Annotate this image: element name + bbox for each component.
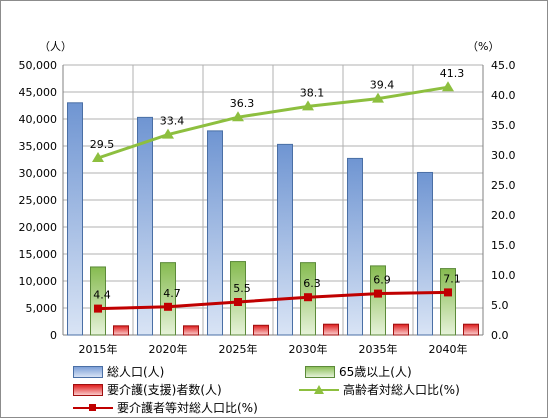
y-right-tick-label: 20.0: [491, 209, 516, 222]
elderly-ratio-point: [162, 128, 174, 139]
care-ratio-point: [444, 288, 452, 297]
care-ratio-data-label: 5.5: [233, 282, 251, 295]
y-right-tick-label: 0.0: [491, 329, 509, 342]
bar-care-recipients: [323, 323, 339, 336]
legend-marker-elderly-ratio: [299, 384, 339, 395]
chart-plot: 0 5,000 10,000 15,000 20,000 25,000 30,000 35,0…: [19, 40, 516, 356]
legend-item-total-population: 総人口(人): [73, 363, 164, 380]
bar-total-population: [137, 116, 153, 336]
y-left-tick-label: 50,000: [19, 59, 58, 72]
bar-care-recipients: [463, 323, 479, 336]
bar-care-recipients: [113, 325, 129, 336]
y-right-tick-label: 40.0: [491, 89, 516, 102]
y-left-tick-label: 10,000: [19, 275, 58, 288]
legend-label-total-population: 総人口(人): [107, 365, 165, 379]
x-tick-label: 2015年: [79, 342, 118, 356]
legend-swatch-65plus: [305, 365, 335, 378]
care-ratio-data-label: 4.4: [93, 289, 111, 302]
x-tick-label: 2035年: [359, 342, 398, 356]
x-tick-label: 2040年: [429, 342, 468, 356]
y-right-tick-label: 30.0: [491, 149, 516, 162]
y-left-tick-label: 35,000: [19, 140, 58, 153]
care-ratio-line: [97, 290, 449, 311]
x-tick-label: 2030年: [289, 342, 328, 356]
legend-item-care-ratio: 要介護者等対総人口比(%): [73, 399, 258, 416]
bar-care-recipients: [393, 323, 409, 336]
y-left-tick-label: 0: [50, 329, 57, 342]
legend-label-care-ratio: 要介護者等対総人口比(%): [117, 401, 258, 415]
care-ratio-point: [304, 293, 312, 302]
legend-item-care-recipients: 要介護(支援)者数(人): [73, 381, 222, 398]
elderly-ratio-point: [232, 111, 244, 122]
bar-total-population: [207, 130, 223, 336]
elderly-ratio-data-label: 29.5: [90, 138, 115, 151]
care-ratio-point: [234, 298, 242, 306]
bar-65plus: [370, 265, 386, 336]
y-right-tick-label: 45.0: [491, 59, 516, 72]
y-left-tick-label: 20,000: [19, 221, 58, 234]
elderly-ratio-point: [442, 81, 454, 92]
x-tick-label: 2025年: [219, 342, 258, 356]
bar-65plus: [160, 262, 176, 336]
legend-item-elderly-ratio: 高齢者対総人口比(%): [299, 381, 460, 398]
bar-total-population: [277, 143, 293, 336]
elderly-ratio-point: [372, 92, 384, 103]
x-tick-label: 2020年: [149, 342, 188, 356]
y-right-tick-label: 15.0: [491, 239, 516, 252]
legend-label-elderly-ratio: 高齢者対総人口比(%): [343, 383, 460, 397]
elderly-ratio-point: [92, 152, 104, 162]
legend-swatch-total-population: [73, 365, 103, 378]
y-left-tick-label: 45,000: [19, 86, 58, 99]
bar-65plus: [440, 268, 456, 336]
y-right-tick-label: 35.0: [491, 119, 516, 132]
elderly-ratio-line: [97, 85, 449, 160]
elderly-ratio-data-label: 33.4: [160, 115, 185, 128]
y-left-unit: （人）: [39, 40, 72, 53]
y-left-tick-label: 5,000: [26, 302, 58, 315]
y-right-unit: （%）: [467, 40, 499, 53]
legend-item-65plus: 65歳以上(人): [305, 363, 412, 380]
legend-label-care-recipients: 要介護(支援)者数(人): [107, 383, 222, 397]
elderly-ratio-data-label: 36.3: [230, 97, 255, 110]
care-ratio-point: [374, 289, 382, 298]
legend-marker-care-ratio: [73, 403, 113, 413]
legend-label-65plus: 65歳以上(人): [339, 365, 412, 379]
elderly-ratio-data-label: 41.3: [440, 67, 465, 80]
y-left-tick-label: 25,000: [19, 194, 58, 207]
y-left-tick-label: 30,000: [19, 167, 58, 180]
bar-care-recipients: [253, 324, 269, 336]
y-right-tick-label: 5.0: [491, 299, 509, 312]
bar-care-recipients: [183, 325, 199, 336]
y-left-tick-label: 40,000: [19, 113, 58, 126]
bar-total-population: [417, 171, 433, 336]
y-left-tick-label: 15,000: [19, 248, 58, 261]
care-ratio-data-label: 7.1: [443, 272, 461, 285]
elderly-ratio-data-label: 38.1: [300, 86, 325, 99]
care-ratio-data-label: 6.9: [373, 274, 391, 287]
y-right-tick-label: 25.0: [491, 179, 516, 192]
elderly-ratio-data-label: 39.4: [370, 79, 395, 92]
care-ratio-point: [164, 302, 172, 311]
y-right-tick-label: 10.0: [491, 269, 516, 282]
elderly-ratio-point: [302, 100, 314, 111]
care-ratio-point: [94, 304, 102, 313]
care-ratio-data-label: 6.3: [303, 277, 321, 290]
bar-65plus: [90, 266, 106, 336]
bar-total-population: [347, 157, 363, 336]
bar-total-population: [67, 102, 83, 336]
care-ratio-data-label: 4.7: [163, 287, 181, 300]
legend-swatch-care-recipients: [73, 383, 103, 396]
